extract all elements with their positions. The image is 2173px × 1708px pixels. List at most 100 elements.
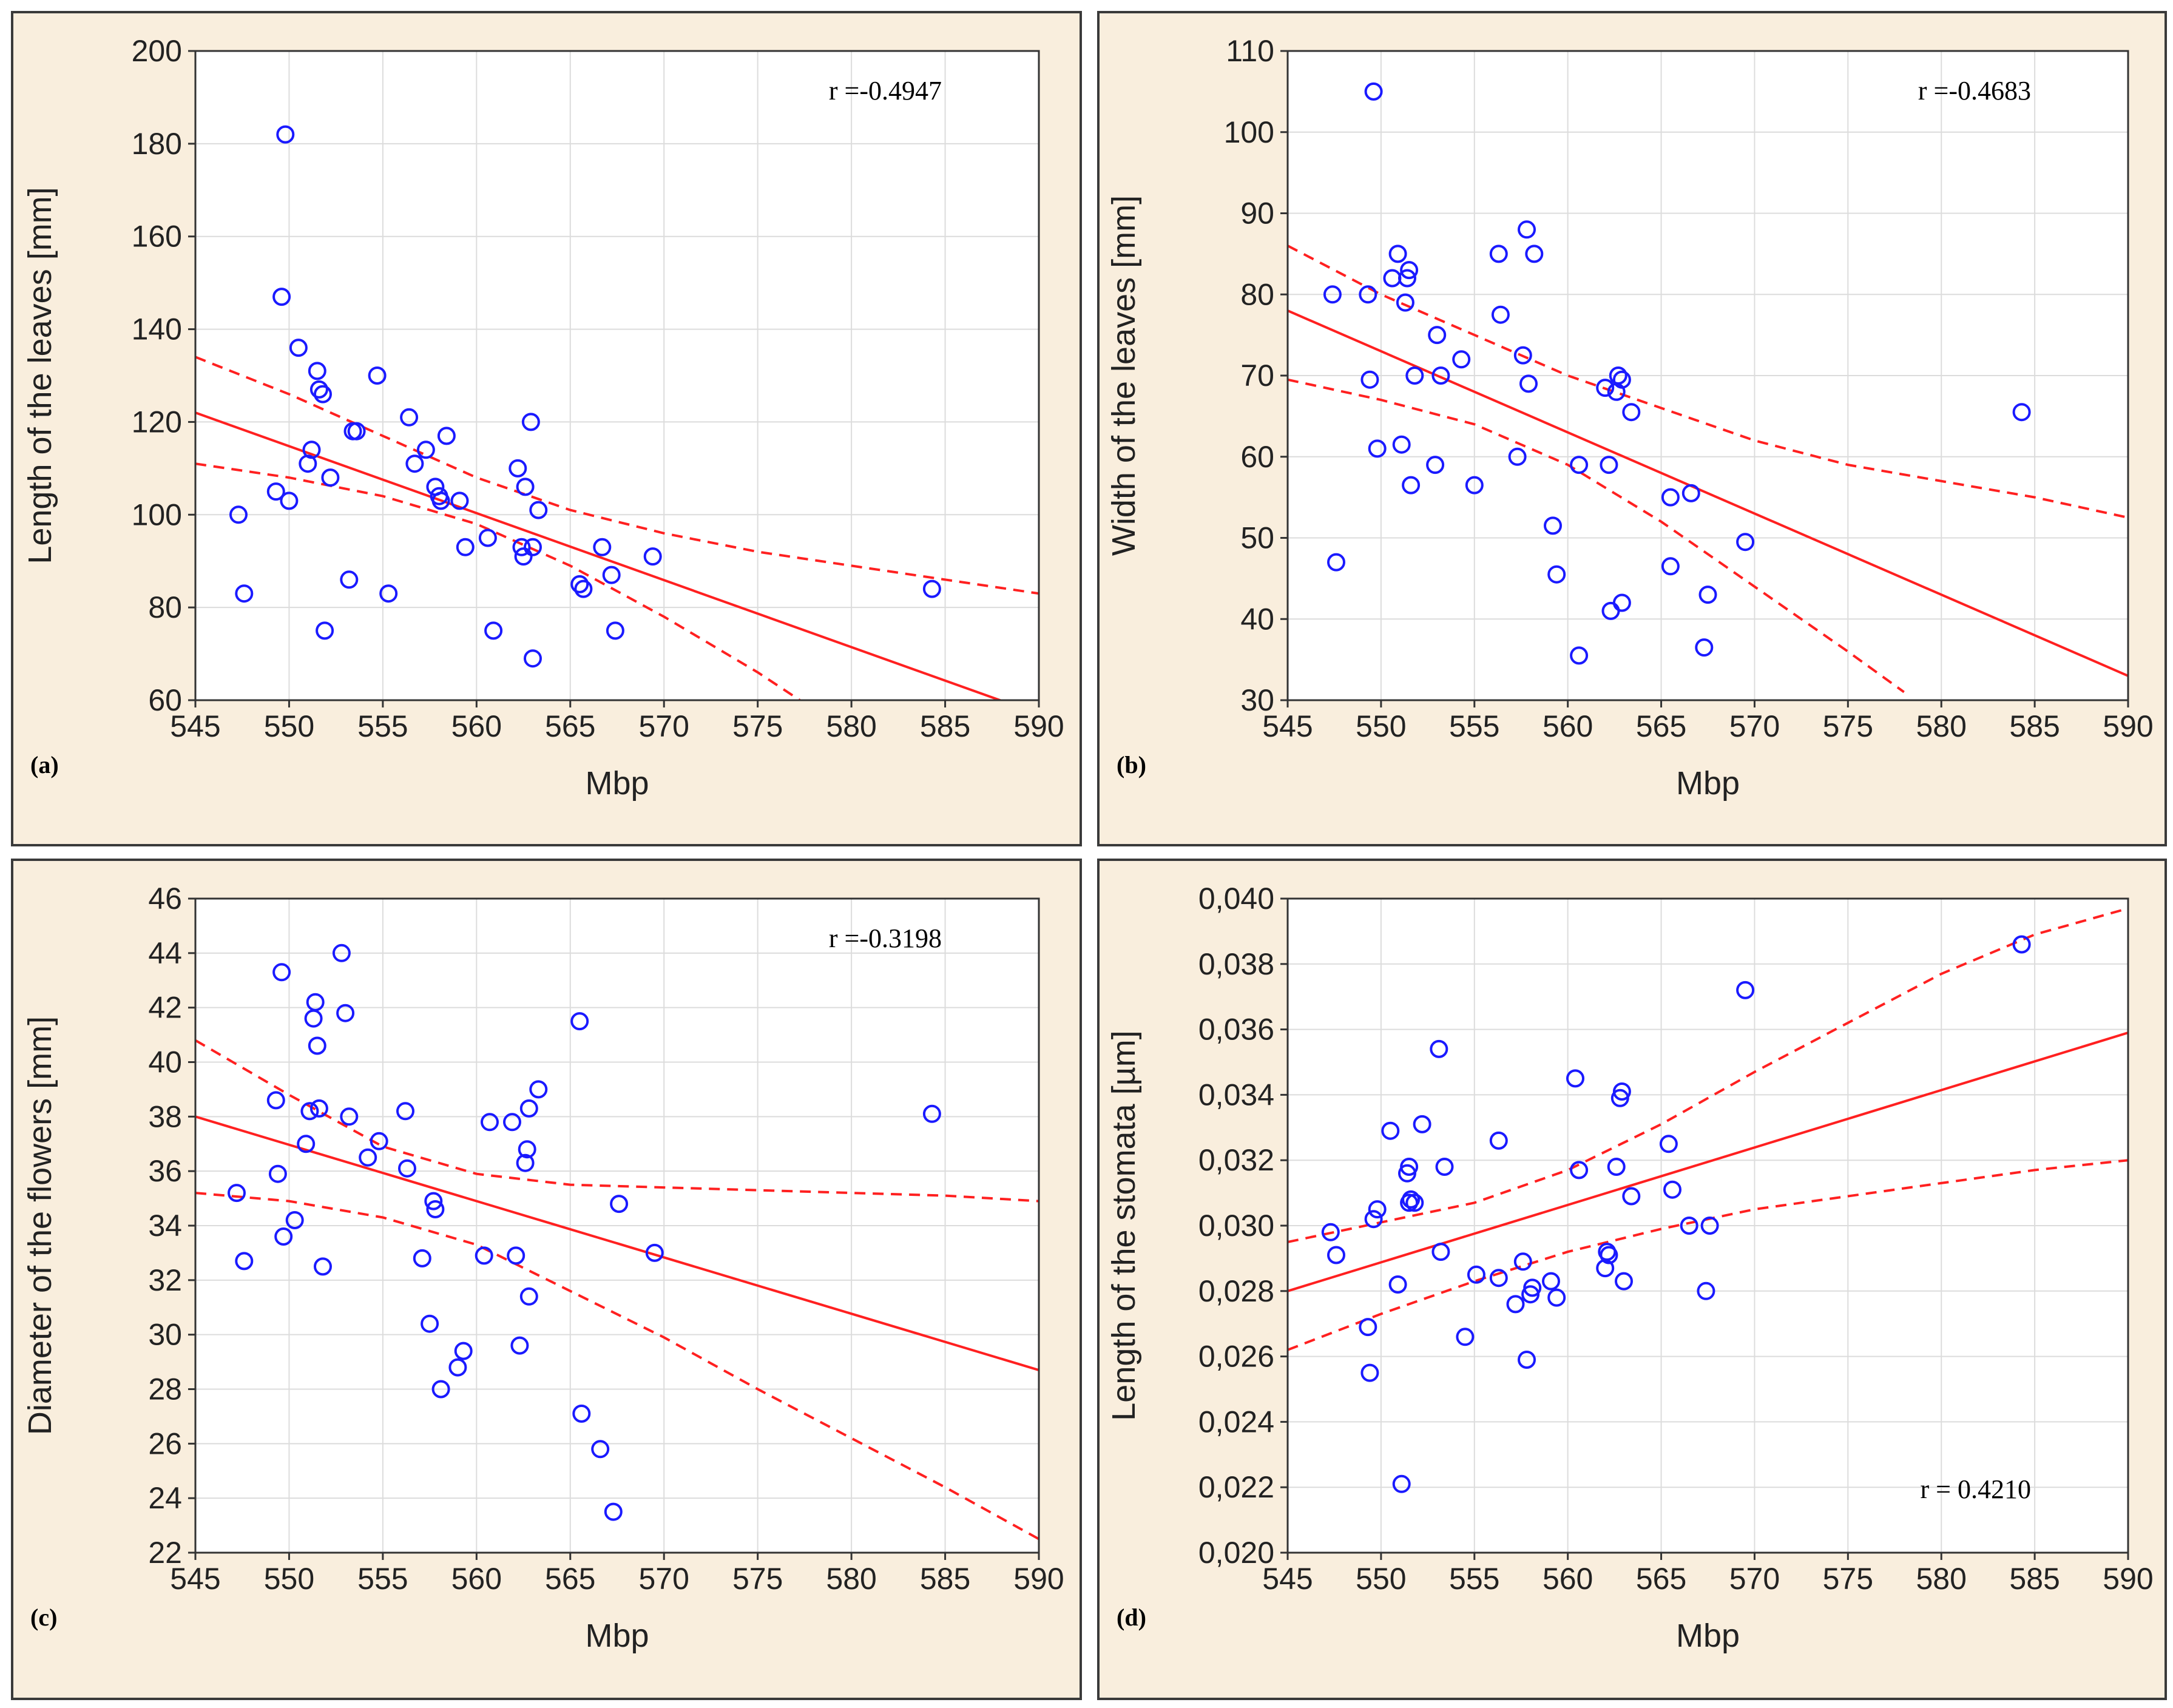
data-point [1612, 1082, 1631, 1101]
data-point [2012, 935, 2031, 954]
data-point [316, 621, 334, 640]
data-point [1368, 1200, 1387, 1219]
data-point [314, 385, 332, 403]
regression-line [195, 411, 1004, 700]
data-point [519, 1287, 538, 1306]
data-point [347, 422, 366, 441]
data-point [1359, 285, 1377, 304]
data-point [478, 528, 497, 547]
data-point [1600, 1246, 1618, 1264]
y-tick-label: 50 [1240, 521, 1274, 555]
x-tick-label: 550 [264, 1562, 314, 1596]
data-point [922, 579, 941, 598]
data-point [266, 482, 285, 501]
x-tick-label: 590 [2103, 709, 2153, 743]
y-tick-label: 46 [148, 882, 182, 916]
data-point [1359, 1318, 1377, 1337]
y-tick-label: 0,036 [1198, 1013, 1274, 1047]
data-point [1392, 435, 1411, 454]
data-point [1570, 1161, 1589, 1180]
y-tick-label: 0,020 [1198, 1536, 1274, 1570]
y-tick-label: 24 [148, 1481, 182, 1515]
y-tick-label: 26 [148, 1426, 182, 1460]
data-point [302, 441, 321, 459]
panel-label: (d) [1117, 1604, 1146, 1631]
data-point [516, 478, 535, 496]
data-point [475, 1246, 493, 1265]
data-point [1402, 1190, 1421, 1209]
correlation-annotation: r =-0.4947 [829, 76, 942, 106]
y-tick-label: 30 [1240, 683, 1274, 717]
y-axis-label: Length of the leaves [mm] [22, 187, 58, 564]
data-point [274, 1227, 293, 1246]
data-point [519, 1099, 538, 1118]
data-point [481, 1113, 499, 1132]
x-tick-label: 580 [826, 1562, 876, 1596]
panel-label: (a) [30, 751, 59, 778]
data-point [280, 491, 299, 510]
data-point [1364, 1210, 1383, 1229]
data-point [518, 1140, 536, 1159]
data-point [276, 125, 295, 144]
data-point [396, 1102, 414, 1121]
correlation-annotation: r =-0.4683 [1918, 76, 2031, 106]
x-tick-label: 565 [1636, 709, 1686, 743]
data-point [1323, 285, 1342, 304]
data-point [314, 1257, 332, 1276]
regression-line [1288, 309, 2128, 677]
chart-panel-c: 545 550 555 560 565 570 575 580 585 590 22 24 26 28 30… [11, 859, 1082, 1700]
y-tick-label: 110 [1226, 34, 1274, 68]
y-tick-label: 36 [148, 1154, 182, 1188]
data-point [456, 538, 475, 556]
data-point [1405, 1193, 1424, 1212]
data-point [228, 1184, 246, 1203]
data-point [424, 1192, 443, 1210]
data-point [308, 1036, 326, 1055]
data-point [300, 1102, 319, 1121]
data-point [1381, 1121, 1400, 1140]
confidence-band-upper [195, 1039, 1039, 1203]
x-tick-label: 555 [357, 1562, 408, 1596]
data-point [1612, 593, 1631, 612]
y-tick-label: 28 [148, 1372, 182, 1406]
data-point [321, 468, 340, 487]
data-point [1398, 269, 1416, 288]
y-tick-label: 140 [132, 312, 182, 346]
data-point [340, 570, 359, 589]
y-tick-label: 160 [132, 220, 182, 254]
data-point [268, 1164, 287, 1183]
data-point [437, 427, 456, 445]
data-point [1392, 1474, 1411, 1493]
data-point [1400, 261, 1419, 280]
data-point [1321, 1223, 1340, 1241]
chart-panel-d: 545 550 555 560 565 570 575 580 585 590 0,020 0,022… [1097, 859, 2167, 1700]
data-point [1663, 1180, 1681, 1199]
confidence-band-lower [195, 1192, 1039, 1541]
data-point [610, 1195, 629, 1213]
data-point [1681, 484, 1700, 502]
data-point [1430, 1039, 1448, 1058]
x-tick-label: 580 [826, 709, 876, 743]
x-tick-label: 585 [2009, 1562, 2060, 1596]
y-tick-label: 40 [1240, 602, 1274, 636]
plot-area [195, 51, 1039, 700]
data-point [272, 288, 291, 306]
data-point [1544, 516, 1562, 535]
y-tick-label: 44 [148, 936, 182, 970]
data-point [1452, 350, 1471, 369]
x-tick-label: 565 [1636, 1562, 1686, 1596]
data-point [1435, 1158, 1454, 1176]
data-point [1519, 374, 1538, 393]
data-point [379, 584, 398, 603]
y-tick-label: 60 [1240, 440, 1274, 474]
plot-frame [194, 50, 1040, 701]
x-axis-label: Mbp [585, 765, 649, 802]
confidence-band-upper [1288, 907, 2128, 1243]
data-point [1523, 1278, 1542, 1297]
data-point [285, 1211, 304, 1229]
data-point [1396, 293, 1414, 312]
data-point [529, 1080, 548, 1099]
x-tick-label: 550 [1356, 1562, 1406, 1596]
data-point [645, 1243, 664, 1262]
data-point [1615, 1272, 1633, 1291]
